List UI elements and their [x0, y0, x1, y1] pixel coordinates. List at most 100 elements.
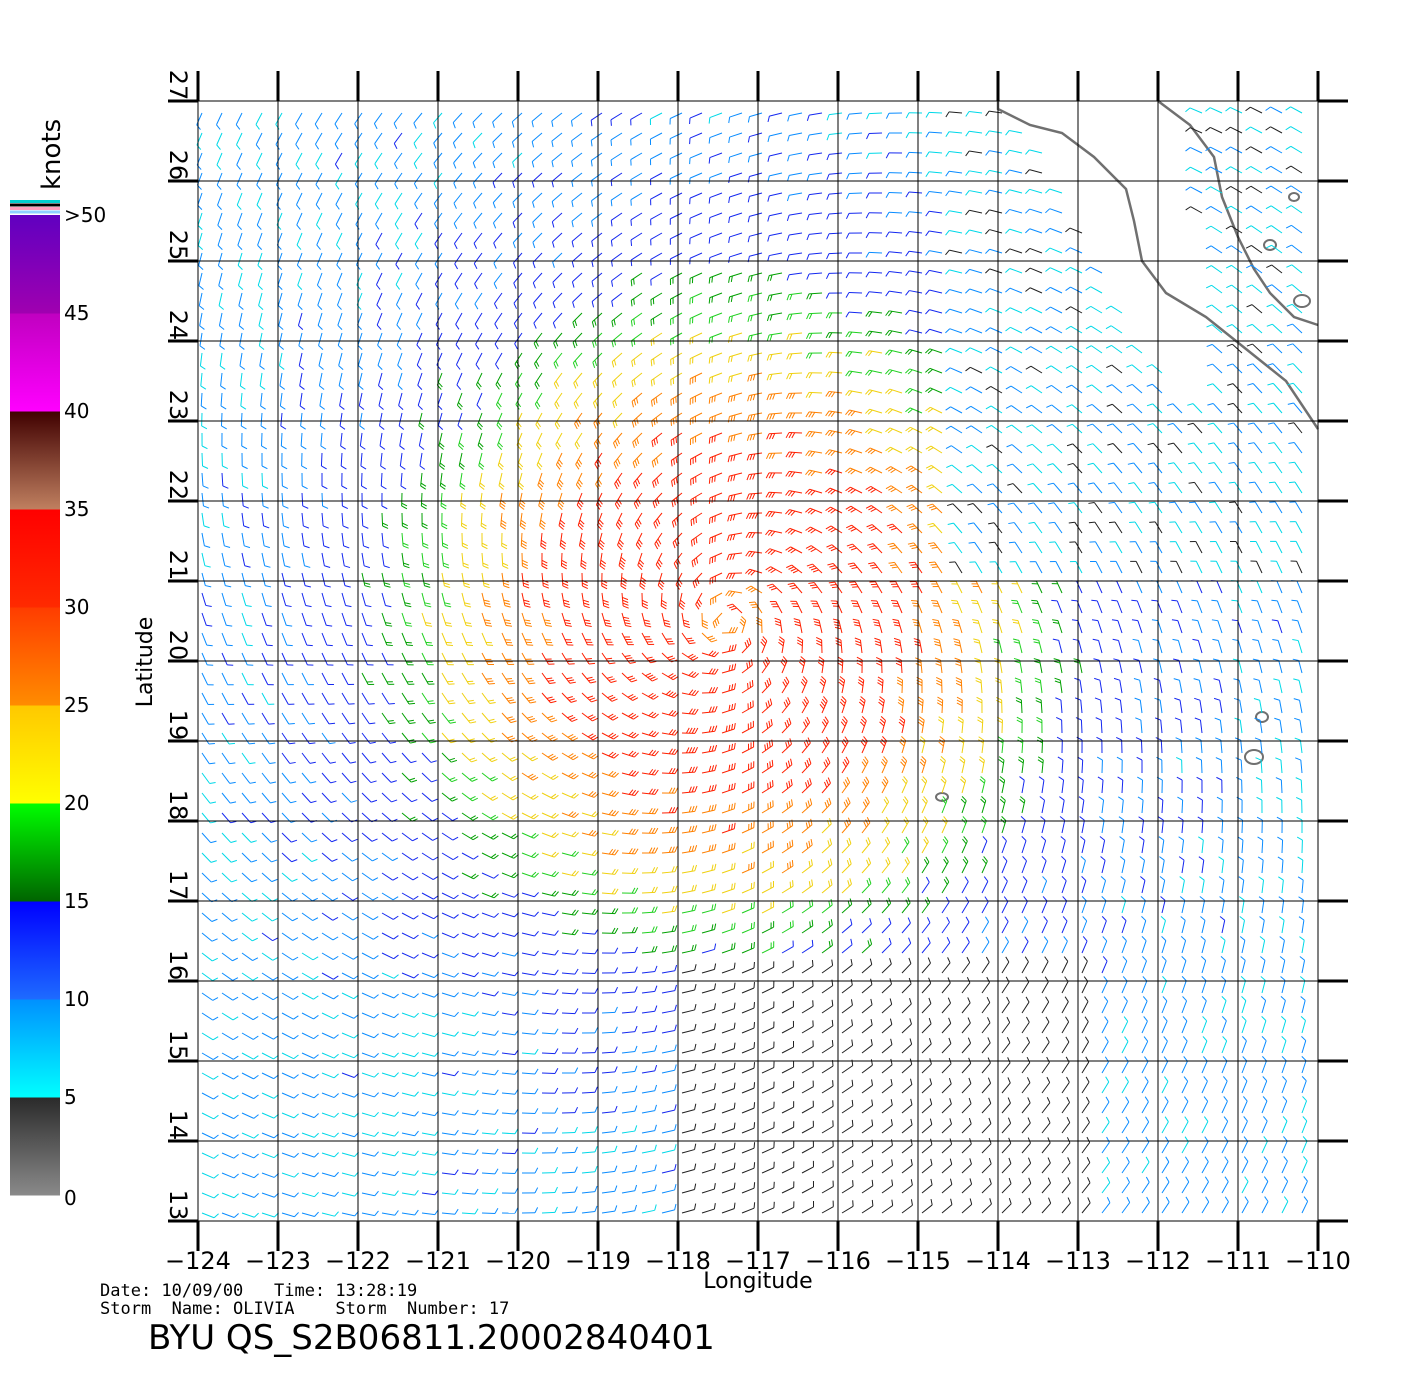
- wind-barb: [481, 1089, 499, 1096]
- wind-barb: [492, 192, 503, 209]
- wind-barb: [787, 112, 803, 122]
- wind-barb: [921, 997, 932, 1014]
- wind-barb: [1046, 424, 1063, 434]
- wind-barb: [1141, 996, 1148, 1014]
- wind-barb: [1025, 306, 1043, 314]
- wind-barb: [321, 492, 329, 509]
- wind-barb: [781, 1020, 795, 1034]
- wind-barb: [765, 566, 783, 574]
- wind-barb: [541, 969, 559, 976]
- wind-barb: [741, 921, 755, 934]
- wind-barb: [521, 772, 539, 781]
- wind-barb: [1221, 1076, 1228, 1094]
- wind-barb: [1081, 1157, 1091, 1174]
- wind-barb: [571, 132, 583, 147]
- wind-barb: [612, 392, 623, 408]
- wind-barb: [747, 272, 763, 283]
- wind-barb: [861, 1059, 873, 1074]
- wind-barb: [381, 1111, 399, 1117]
- wind-barb: [453, 232, 463, 250]
- wind-barb: [1286, 323, 1303, 334]
- wind-barb: [1119, 836, 1125, 854]
- wind-barb: [1207, 442, 1223, 454]
- wind-barb: [1094, 677, 1103, 694]
- wind-barb: [986, 463, 1003, 474]
- wind-barb: [1001, 916, 1009, 934]
- wind-barb: [601, 1165, 618, 1174]
- wind-barb: [721, 902, 736, 914]
- wind-barb: [561, 909, 579, 916]
- wind-barb: [316, 212, 323, 230]
- wind-barb: [865, 291, 883, 298]
- wind-barb: [1201, 1096, 1209, 1114]
- wind-barb: [1101, 956, 1108, 974]
- wind-barb: [481, 792, 499, 801]
- wind-barb: [825, 272, 843, 280]
- wind-barb: [921, 977, 932, 994]
- wind-barb: [725, 590, 743, 597]
- wind-barb: [1150, 580, 1163, 594]
- wind-barb: [1026, 424, 1043, 434]
- wind-barb: [1012, 638, 1023, 654]
- wind-barb: [401, 1130, 419, 1137]
- wind-barb: [1301, 1156, 1308, 1174]
- wind-barb: [701, 943, 717, 954]
- wind-barb: [825, 351, 843, 358]
- wind-barb: [421, 1051, 439, 1057]
- wind-barb: [1287, 402, 1303, 414]
- wind-barb: [1241, 1096, 1248, 1114]
- wind-barb: [301, 712, 315, 725]
- wind-barb: [1117, 776, 1124, 794]
- wind-barb: [995, 696, 1003, 714]
- wind-barb: [1041, 1117, 1051, 1134]
- wind-barb: [1168, 481, 1183, 494]
- wind-barb: [501, 652, 515, 665]
- wind-barb: [237, 212, 243, 230]
- wind-barb: [281, 992, 299, 1000]
- wind-barb: [1121, 1116, 1130, 1134]
- wind-barb: [461, 652, 474, 666]
- wind-barb: [945, 111, 963, 118]
- wind-barb: [361, 812, 378, 823]
- wind-barb: [441, 552, 450, 569]
- wind-barb: [925, 465, 943, 474]
- wind-barb: [481, 951, 499, 958]
- wind-barb: [460, 492, 467, 510]
- wind-barb: [725, 572, 743, 580]
- y-axis-title: Latitude: [133, 617, 158, 708]
- wind-barb: [376, 292, 383, 310]
- wind-barb: [741, 901, 755, 914]
- wind-barb: [1285, 126, 1303, 134]
- wind-barb: [321, 1012, 339, 1020]
- wind-barb: [481, 672, 495, 685]
- wind-barb: [413, 152, 423, 169]
- wind-barb: [806, 212, 823, 221]
- wind-barb: [621, 1204, 638, 1214]
- wind-barb: [1254, 737, 1263, 754]
- wind-barb: [746, 492, 763, 500]
- wind-barb: [941, 1037, 952, 1054]
- wind-barb: [461, 1109, 479, 1116]
- wind-barb: [885, 427, 903, 434]
- wind-barb: [1113, 677, 1123, 694]
- wind-barb: [380, 472, 387, 490]
- wind-barb: [613, 432, 623, 449]
- wind-barb: [334, 152, 343, 170]
- wind-barb: [985, 346, 1003, 354]
- wind-barb: [981, 1077, 992, 1094]
- wind-barb: [1181, 1196, 1190, 1214]
- wind-barb: [461, 532, 469, 550]
- wind-barb: [1159, 856, 1165, 874]
- wind-barb: [441, 972, 459, 978]
- wind-barb: [314, 112, 323, 130]
- wind-barb: [1200, 956, 1207, 974]
- wind-barb: [661, 925, 678, 934]
- wind-barb: [241, 792, 257, 804]
- colorbar-cap: [10, 210, 60, 214]
- wind-barb: [908, 561, 923, 574]
- wind-barb: [901, 1199, 913, 1214]
- wind-barb: [806, 312, 823, 320]
- wind-barb: [967, 503, 983, 514]
- wind-barb: [301, 972, 319, 980]
- wind-barb: [621, 672, 638, 683]
